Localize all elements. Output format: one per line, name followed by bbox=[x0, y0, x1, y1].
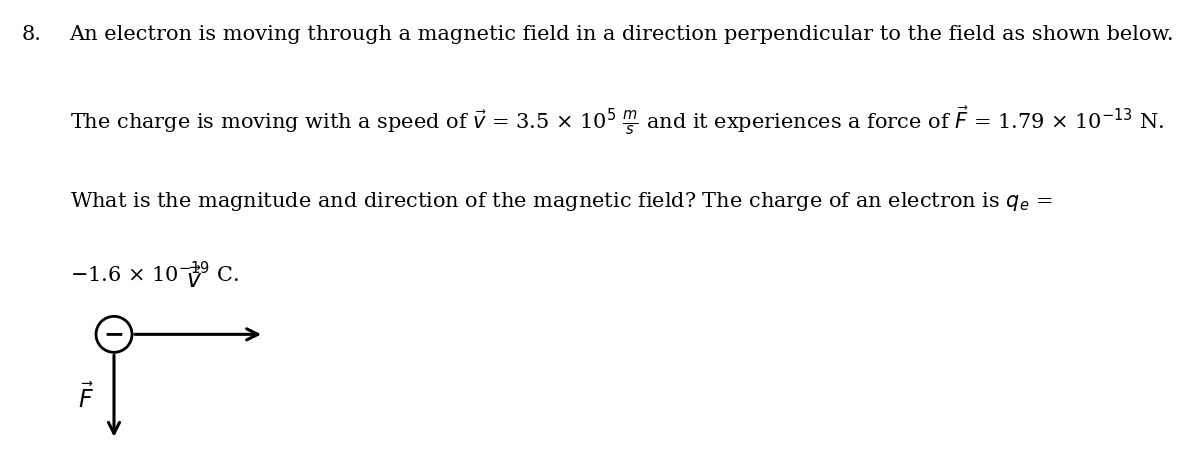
Text: 8.: 8. bbox=[22, 25, 42, 44]
Text: The charge is moving with a speed of $\vec{v}$ = 3.5 × 10$^{5}$ $\frac{m}{s}$ an: The charge is moving with a speed of $\v… bbox=[70, 105, 1164, 137]
Text: −: − bbox=[103, 322, 125, 346]
Text: −1.6 × 10$^{-19}$ C.: −1.6 × 10$^{-19}$ C. bbox=[70, 261, 239, 286]
Text: $\vec{F}$: $\vec{F}$ bbox=[78, 384, 95, 413]
Text: $\vec{v}$: $\vec{v}$ bbox=[186, 267, 203, 293]
Text: An electron is moving through a magnetic field in a direction perpendicular to t: An electron is moving through a magnetic… bbox=[70, 25, 1175, 44]
Text: What is the magnitude and direction of the magnetic field? The charge of an elec: What is the magnitude and direction of t… bbox=[70, 190, 1052, 213]
